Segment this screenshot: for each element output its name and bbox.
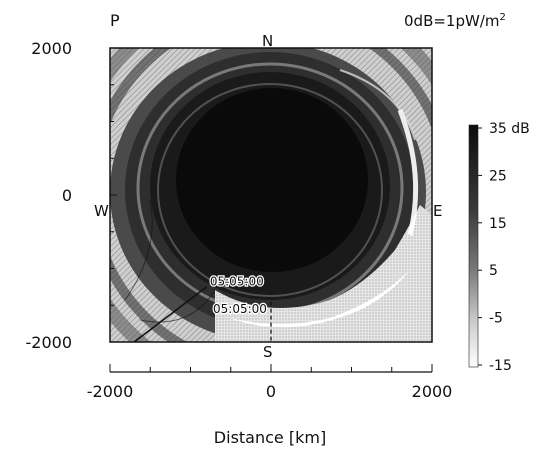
- plot-area: [110, 48, 432, 342]
- ray-time-label: 05:05:00: [213, 302, 267, 316]
- reference-note-exponent: 2: [500, 12, 506, 23]
- reference-note: 0dB=1pW/m2: [404, 12, 506, 30]
- field-level-35db: [176, 88, 368, 272]
- colorbar-label: 35 dB: [489, 121, 530, 137]
- y-tick-label: -2000: [26, 333, 73, 352]
- y-axis: 2000 0 -2000: [26, 39, 117, 352]
- x-axis-label: Distance [km]: [214, 428, 326, 447]
- colorbar-label: -5: [489, 311, 503, 327]
- field-contour-arc-3: [339, 69, 416, 141]
- colorbar-label: 15: [489, 216, 507, 232]
- ray-path-line: [133, 286, 208, 343]
- colorbar-fill: [468, 124, 479, 368]
- field-east-arc: [397, 109, 419, 236]
- overlays: 05:05:00 05:05:00: [133, 273, 272, 343]
- compass-south: S: [263, 343, 273, 361]
- x-tick-label: -2000: [87, 382, 134, 401]
- colorbar-label: -15: [489, 358, 512, 374]
- field-band-light-2: [157, 83, 383, 297]
- y-tick-label: 2000: [31, 39, 72, 58]
- ray-time-label: 05:05:00: [210, 275, 264, 289]
- colorbar-label: 5: [489, 263, 498, 279]
- x-tick-label: 2000: [412, 382, 453, 401]
- compass-east: E: [433, 202, 442, 220]
- compass-north: N: [262, 32, 273, 50]
- field-low-region: [215, 205, 432, 342]
- x-tick-label: 0: [266, 382, 276, 401]
- field-white-tongue: [230, 270, 410, 328]
- field-contour-arc-2: [139, 289, 216, 323]
- panel-label: P: [110, 11, 120, 30]
- field-contour-arc-1: [124, 199, 153, 301]
- compass-west: W: [94, 202, 109, 220]
- colorbar: 35 dB 25 15 5 -5 -15: [468, 121, 530, 374]
- y-tick-label: 0: [62, 186, 72, 205]
- colorbar-label: 25: [489, 168, 507, 184]
- x-axis: -2000 0 2000: [87, 364, 453, 401]
- reference-note-text: 0dB=1pW/m: [404, 12, 500, 30]
